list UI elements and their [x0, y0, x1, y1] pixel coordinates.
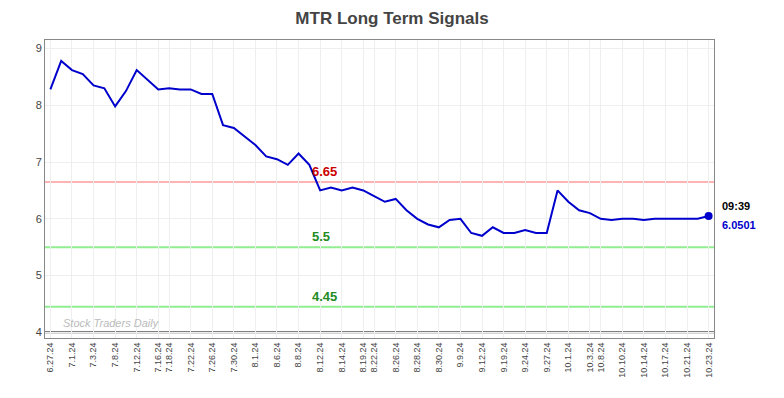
svg-text:10.3.24: 10.3.24 [585, 343, 595, 373]
svg-text:7.16.24: 7.16.24 [153, 343, 163, 373]
svg-text:8.22.24: 8.22.24 [369, 343, 379, 373]
svg-text:7.30.24: 7.30.24 [229, 343, 239, 373]
svg-text:10.17.24: 10.17.24 [660, 343, 670, 378]
svg-text:9.27.24: 9.27.24 [542, 343, 552, 373]
svg-text:8.19.24: 8.19.24 [358, 343, 368, 373]
svg-text:8: 8 [36, 99, 42, 111]
svg-text:7.18.24: 7.18.24 [164, 343, 174, 373]
svg-text:7: 7 [36, 156, 42, 168]
svg-text:Stock Traders Daily: Stock Traders Daily [63, 317, 160, 329]
svg-text:8.30.24: 8.30.24 [434, 343, 444, 373]
svg-text:7.1.24: 7.1.24 [67, 343, 77, 368]
svg-text:9.24.24: 9.24.24 [520, 343, 530, 373]
svg-text:6.65: 6.65 [312, 164, 337, 179]
svg-text:10.21.24: 10.21.24 [682, 343, 692, 378]
svg-text:9.9.24: 9.9.24 [455, 343, 465, 368]
svg-text:09:39: 09:39 [722, 200, 750, 212]
svg-text:9: 9 [36, 42, 42, 54]
svg-text:MTR Long Term Signals: MTR Long Term Signals [295, 9, 488, 28]
svg-text:7.3.24: 7.3.24 [88, 343, 98, 368]
svg-text:7.22.24: 7.22.24 [186, 343, 196, 373]
svg-text:10.10.24: 10.10.24 [617, 343, 627, 378]
svg-text:7.8.24: 7.8.24 [110, 343, 120, 368]
svg-text:9.19.24: 9.19.24 [499, 343, 509, 373]
svg-text:4: 4 [36, 326, 42, 338]
svg-text:10.23.24: 10.23.24 [704, 343, 714, 378]
svg-text:8.1.24: 8.1.24 [250, 343, 260, 368]
svg-text:8.26.24: 8.26.24 [391, 343, 401, 373]
svg-text:6: 6 [36, 213, 42, 225]
svg-text:10.8.24: 10.8.24 [596, 343, 606, 373]
svg-text:10.1.24: 10.1.24 [563, 343, 573, 373]
svg-text:9.12.24: 9.12.24 [477, 343, 487, 373]
svg-text:5.5: 5.5 [312, 229, 330, 244]
svg-text:8.8.24: 8.8.24 [293, 343, 303, 368]
svg-text:10.14.24: 10.14.24 [639, 343, 649, 378]
svg-text:7.26.24: 7.26.24 [207, 343, 217, 373]
svg-text:8.12.24: 8.12.24 [315, 343, 325, 373]
svg-text:6.0501: 6.0501 [722, 219, 756, 231]
svg-text:5: 5 [36, 269, 42, 281]
svg-text:8.28.24: 8.28.24 [412, 343, 422, 373]
svg-text:4.45: 4.45 [312, 289, 337, 304]
svg-text:8.6.24: 8.6.24 [272, 343, 282, 368]
svg-text:8.14.24: 8.14.24 [337, 343, 347, 373]
svg-text:6.27.24: 6.27.24 [45, 343, 55, 373]
svg-text:7.12.24: 7.12.24 [132, 343, 142, 373]
